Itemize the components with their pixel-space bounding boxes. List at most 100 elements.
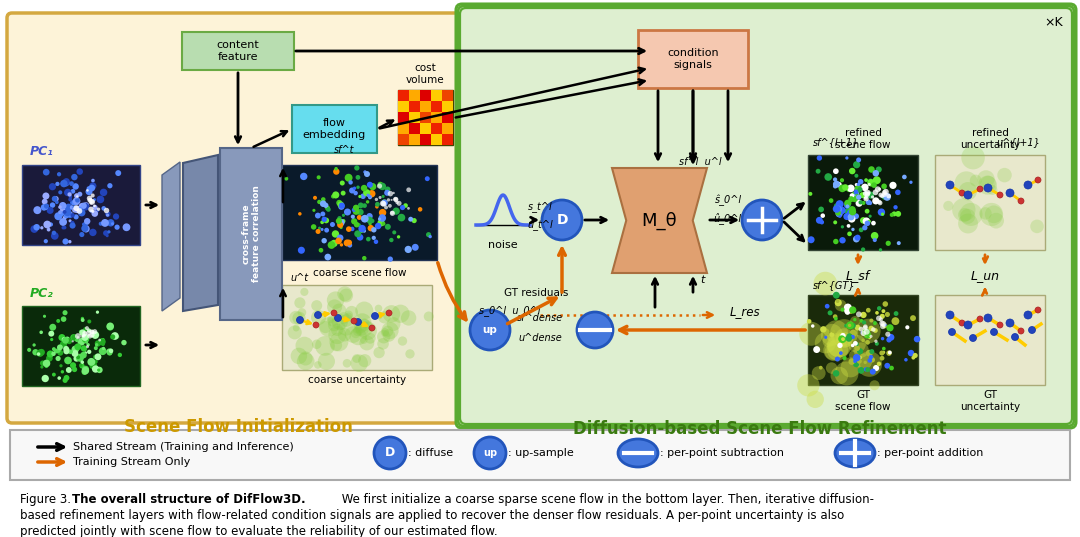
Circle shape — [980, 207, 991, 220]
Circle shape — [63, 178, 70, 185]
Circle shape — [77, 208, 82, 214]
Circle shape — [42, 192, 50, 199]
Circle shape — [985, 206, 1002, 223]
Circle shape — [853, 161, 861, 168]
Circle shape — [391, 199, 393, 201]
Circle shape — [839, 237, 846, 243]
Circle shape — [312, 339, 322, 349]
Circle shape — [839, 351, 842, 355]
Circle shape — [369, 325, 375, 331]
Circle shape — [356, 215, 362, 220]
Circle shape — [854, 345, 860, 351]
Circle shape — [984, 314, 993, 322]
Circle shape — [1005, 189, 1014, 197]
Text: u_t^l: u_t^l — [527, 220, 553, 230]
Circle shape — [424, 176, 430, 181]
Polygon shape — [442, 123, 453, 134]
Circle shape — [825, 320, 848, 343]
Text: up: up — [483, 325, 498, 335]
Circle shape — [55, 200, 58, 204]
Circle shape — [81, 225, 89, 232]
Circle shape — [848, 215, 855, 223]
Circle shape — [877, 361, 881, 366]
Circle shape — [355, 302, 374, 320]
Circle shape — [860, 217, 866, 224]
Circle shape — [397, 214, 405, 221]
Circle shape — [977, 176, 997, 194]
Circle shape — [327, 316, 335, 323]
Circle shape — [867, 220, 870, 223]
Circle shape — [92, 210, 98, 217]
Circle shape — [351, 328, 361, 338]
Circle shape — [87, 358, 95, 366]
Circle shape — [345, 310, 353, 319]
Circle shape — [387, 317, 401, 331]
Text: noise: noise — [488, 240, 517, 250]
Circle shape — [827, 332, 852, 358]
Circle shape — [94, 346, 98, 350]
Circle shape — [375, 198, 378, 201]
Circle shape — [65, 348, 70, 353]
Circle shape — [836, 182, 841, 187]
Circle shape — [878, 208, 886, 216]
Circle shape — [367, 182, 373, 188]
Circle shape — [370, 219, 375, 223]
Circle shape — [865, 192, 869, 197]
Circle shape — [68, 212, 72, 217]
Circle shape — [98, 338, 106, 345]
Circle shape — [43, 239, 48, 243]
Circle shape — [828, 198, 834, 203]
Circle shape — [833, 220, 837, 224]
Circle shape — [92, 365, 99, 373]
Circle shape — [854, 191, 860, 195]
Circle shape — [848, 196, 854, 202]
Circle shape — [368, 195, 372, 198]
Circle shape — [95, 340, 102, 347]
Circle shape — [885, 363, 890, 369]
Circle shape — [366, 213, 373, 220]
Circle shape — [392, 230, 396, 235]
Circle shape — [862, 201, 865, 205]
Circle shape — [374, 240, 378, 244]
Circle shape — [861, 248, 865, 252]
Circle shape — [71, 345, 79, 353]
Circle shape — [95, 353, 102, 360]
Circle shape — [955, 171, 978, 195]
Circle shape — [395, 200, 399, 204]
Circle shape — [873, 238, 877, 242]
Circle shape — [90, 362, 97, 369]
Circle shape — [58, 190, 63, 194]
Circle shape — [95, 209, 99, 213]
Circle shape — [819, 207, 824, 212]
Circle shape — [372, 313, 378, 320]
Circle shape — [359, 228, 364, 233]
Circle shape — [873, 322, 877, 325]
Circle shape — [821, 324, 842, 346]
Circle shape — [835, 210, 841, 216]
Polygon shape — [442, 101, 453, 112]
Circle shape — [840, 333, 846, 338]
Circle shape — [860, 192, 865, 198]
Circle shape — [863, 185, 868, 190]
Circle shape — [858, 367, 864, 374]
Circle shape — [71, 335, 78, 341]
Circle shape — [46, 207, 54, 214]
Text: Shared Stream (Training and Inference): Shared Stream (Training and Inference) — [73, 442, 294, 452]
Text: Scene Flow Initialization: Scene Flow Initialization — [123, 418, 352, 436]
Circle shape — [107, 323, 113, 331]
Circle shape — [52, 196, 57, 202]
Circle shape — [836, 328, 853, 346]
Circle shape — [82, 367, 90, 374]
Circle shape — [959, 190, 966, 196]
Circle shape — [849, 206, 855, 214]
Circle shape — [815, 217, 823, 224]
Text: sf^l  u^l: sf^l u^l — [678, 157, 721, 167]
Circle shape — [107, 323, 114, 330]
Circle shape — [337, 201, 345, 208]
Circle shape — [335, 167, 338, 170]
Circle shape — [315, 336, 335, 356]
Circle shape — [287, 325, 301, 339]
Circle shape — [893, 311, 899, 316]
Circle shape — [81, 317, 84, 320]
Circle shape — [338, 204, 345, 210]
